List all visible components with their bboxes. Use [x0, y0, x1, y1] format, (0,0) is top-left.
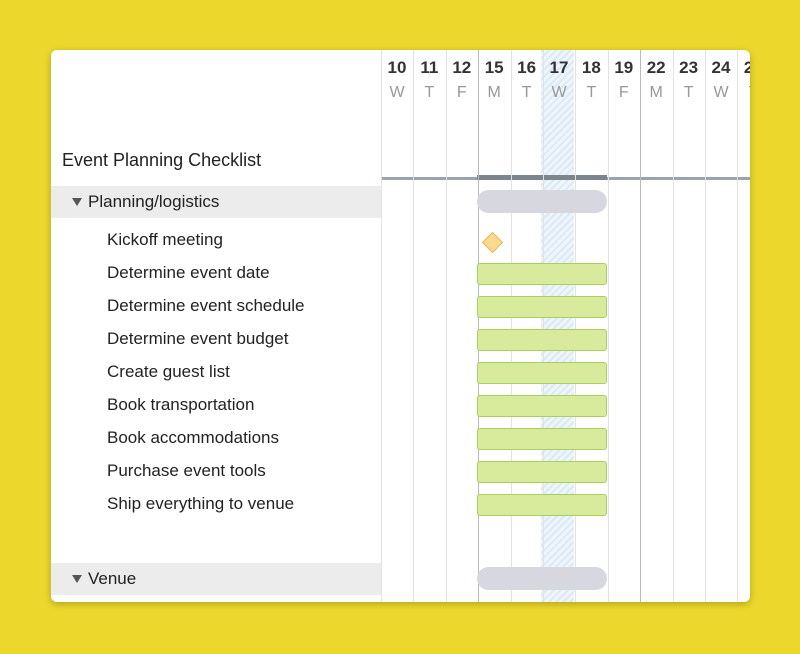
task-name[interactable]: Kickoff meeting — [107, 230, 223, 249]
task-bar — [477, 296, 607, 318]
day-number: 17 — [549, 58, 569, 77]
column-line — [672, 50, 674, 602]
day-number: 24 — [711, 58, 731, 77]
weekday: T — [737, 84, 751, 102]
column-line — [575, 50, 577, 602]
column-line — [543, 50, 544, 602]
day-number: 16 — [517, 58, 537, 77]
task-bar — [477, 395, 607, 417]
day-number: 10 — [387, 58, 407, 77]
task-name[interactable]: Determine event schedule — [107, 296, 305, 315]
group-row — [51, 186, 381, 218]
collapse-arrow[interactable] — [72, 198, 82, 206]
task-bar — [477, 461, 607, 483]
day-number: 22 — [646, 58, 666, 77]
group-row — [51, 563, 381, 595]
weekday: T — [424, 84, 435, 101]
task-bar — [477, 329, 607, 351]
task-bar — [477, 263, 607, 285]
column-line — [607, 50, 609, 602]
task-name[interactable]: Purchase event tools — [107, 461, 266, 480]
task-name[interactable]: Create guest list — [107, 362, 230, 381]
project-title: Event Planning Checklist — [62, 150, 262, 170]
task-name[interactable]: Book transportation — [107, 395, 255, 414]
weekday: F — [618, 84, 629, 101]
day-number: 23 — [679, 58, 699, 77]
task-name[interactable]: Ship everything to venue — [107, 494, 295, 513]
weekday: W — [389, 84, 405, 101]
weekday: T — [586, 84, 597, 101]
group-bar — [477, 190, 607, 213]
group-bar — [477, 567, 607, 590]
day-number: 18 — [581, 58, 601, 77]
task-name[interactable]: Determine event budget — [107, 329, 289, 348]
column-line — [640, 50, 642, 602]
column-line — [737, 50, 739, 602]
collapse-arrow[interactable] — [72, 575, 82, 583]
weekday: F — [456, 84, 467, 101]
column-line — [705, 50, 706, 602]
weekday: M — [649, 84, 663, 101]
column-line — [478, 50, 480, 602]
day-number: 15 — [484, 58, 504, 77]
task-bar — [477, 428, 607, 450]
column-line — [381, 50, 382, 602]
weekday: W — [713, 84, 729, 101]
today-column — [541, 50, 574, 602]
weekday: W — [551, 84, 567, 101]
weekday: T — [521, 84, 532, 101]
day-number: 19 — [614, 58, 634, 77]
gantt-card: Event Planning Checklist 10 W 11 T 12 F 15 M 16 T… — [51, 50, 750, 602]
task-bar — [477, 494, 607, 516]
column-line — [510, 50, 512, 602]
group-name[interactable]: Venue — [88, 569, 137, 588]
task-bar — [477, 362, 607, 384]
day-number: 11 — [420, 58, 439, 77]
column-line — [445, 50, 447, 602]
task-name[interactable]: Book accommodations — [107, 428, 279, 447]
day-number: 25 — [743, 58, 750, 77]
task-name[interactable]: Determine event date — [107, 263, 270, 282]
weekday: T — [683, 84, 694, 101]
column-line — [413, 50, 415, 602]
milestone — [481, 231, 504, 254]
group-name[interactable]: Planning/logistics — [88, 192, 220, 211]
weekday: M — [487, 84, 501, 101]
header-rule-span — [477, 175, 607, 180]
day-number: 12 — [452, 58, 472, 77]
